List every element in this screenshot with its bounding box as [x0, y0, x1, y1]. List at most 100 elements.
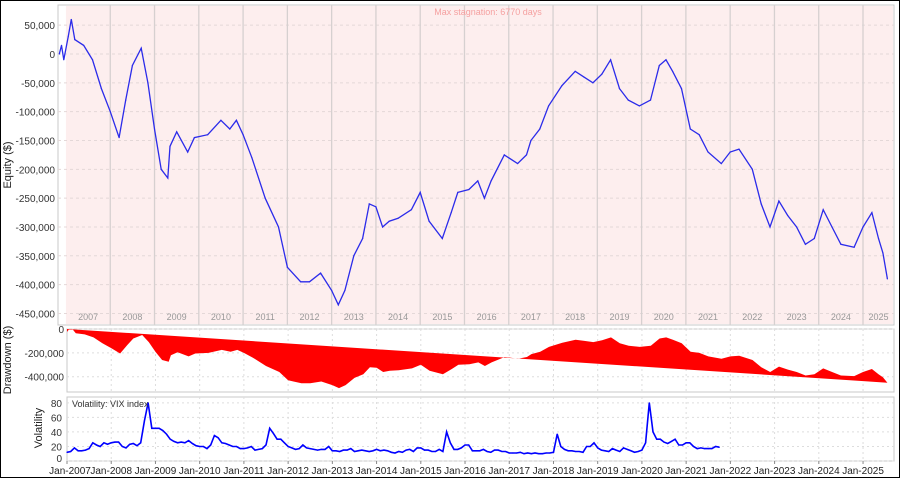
- volatility-point: [283, 442, 286, 444]
- drawdown-ytick-label: 0: [58, 325, 64, 336]
- volatility-point: [516, 452, 518, 454]
- volatility-point: [626, 448, 628, 450]
- year-label: 2014: [388, 312, 408, 322]
- volatility-point: [453, 448, 455, 450]
- x-tick-label: Jan-2021: [665, 466, 707, 477]
- equity-point: [539, 128, 541, 130]
- volatility-point: [246, 447, 249, 449]
- equity-point: [160, 168, 162, 170]
- equity-point: [441, 237, 443, 240]
- equity-point: [83, 44, 85, 46]
- volatility-point: [261, 448, 263, 450]
- volatility-point: [254, 449, 256, 451]
- x-tick-label: Jan-2024: [798, 466, 840, 477]
- volatility-ytick-label: 0: [56, 454, 62, 465]
- equity-point: [760, 203, 762, 205]
- drawdown-area: [67, 329, 888, 389]
- equity-point: [574, 70, 576, 72]
- year-label: 2011: [256, 312, 275, 322]
- equity-ytick-label: -200,000: [16, 165, 56, 176]
- equity-point: [457, 191, 459, 193]
- equity-point: [375, 206, 377, 208]
- drawdown-ytick-label: -400,000: [25, 373, 65, 384]
- equity-point: [720, 162, 722, 165]
- volatility-point: [305, 447, 308, 449]
- volatility-point: [213, 434, 216, 437]
- volatility-point: [88, 448, 90, 450]
- volatility-legend: Volatility: VIX index: [72, 399, 149, 409]
- volatility-point: [106, 443, 109, 445]
- volatility-point: [633, 451, 636, 453]
- volatility-point: [460, 447, 462, 449]
- equity-ytick-label: -350,000: [16, 252, 56, 263]
- equity-point: [109, 111, 111, 113]
- volatility-point: [678, 444, 680, 446]
- volatility-ytick-label: 60: [51, 413, 63, 424]
- equity-point: [638, 105, 640, 107]
- equity-point: [503, 154, 505, 156]
- x-tick-label: Jan-2018: [533, 466, 575, 477]
- equity-ytick-label: -100,000: [16, 108, 56, 119]
- volatility-point: [184, 442, 186, 444]
- equity-point: [131, 64, 133, 67]
- volatility-point: [143, 420, 145, 422]
- volatility-point: [70, 450, 72, 453]
- volatility-point: [121, 445, 123, 448]
- equity-point: [592, 82, 594, 84]
- volatility-point: [563, 448, 566, 450]
- equity-point: [353, 255, 355, 257]
- volatility-point: [715, 445, 717, 448]
- volatility-point: [298, 448, 300, 450]
- equity-point: [176, 131, 178, 133]
- volatility-point: [423, 449, 426, 451]
- volatility-point: [604, 450, 606, 452]
- volatility-point: [387, 450, 389, 452]
- equity-ytick-label: 50,000: [24, 21, 55, 32]
- equity-point: [251, 157, 253, 159]
- volatility-point: [652, 431, 654, 433]
- volatility-point: [350, 448, 352, 450]
- volatility-point: [390, 451, 392, 453]
- x-tick-label: Jan-2017: [488, 466, 530, 477]
- volatility-point: [409, 448, 411, 450]
- volatility-ytick-label: 40: [51, 428, 63, 439]
- equity-point: [627, 99, 629, 101]
- equity-point: [74, 38, 76, 41]
- equity-ytick-label: -50,000: [21, 79, 55, 90]
- equity-point: [813, 237, 815, 240]
- equity-point: [853, 246, 855, 248]
- volatility-point: [375, 448, 378, 450]
- volatility-point: [670, 440, 673, 442]
- equity-point: [337, 304, 339, 306]
- equity-point: [795, 226, 798, 228]
- x-tick-label: Jan-2019: [577, 466, 619, 477]
- volatility-point: [269, 427, 271, 429]
- equity-point: [561, 85, 563, 87]
- drawdown-axis-title: Drawdown ($): [2, 326, 14, 394]
- equity-point: [618, 88, 621, 90]
- volatility-point: [291, 447, 293, 449]
- volatility-point: [523, 453, 525, 455]
- year-label: 2013: [344, 312, 364, 322]
- equity-point: [153, 128, 156, 130]
- volatility-point: [593, 442, 595, 444]
- volatility-point: [357, 450, 359, 452]
- volatility-point: [379, 450, 381, 452]
- volatility-point: [571, 450, 573, 452]
- volatility-point: [169, 438, 171, 440]
- volatility-point: [545, 452, 547, 454]
- volatility-point: [700, 447, 702, 449]
- volatility-point: [191, 442, 193, 445]
- equity-point: [308, 281, 311, 283]
- equity-point: [118, 137, 120, 139]
- volatility-point: [586, 445, 588, 448]
- volatility-point: [479, 450, 481, 452]
- volatility-point: [538, 453, 540, 455]
- volatility-point: [368, 450, 370, 453]
- volatility-point: [353, 450, 356, 453]
- volatility-point: [471, 450, 473, 452]
- year-label: 2012: [299, 312, 319, 322]
- equity-point: [242, 134, 244, 136]
- volatility-point: [99, 445, 101, 448]
